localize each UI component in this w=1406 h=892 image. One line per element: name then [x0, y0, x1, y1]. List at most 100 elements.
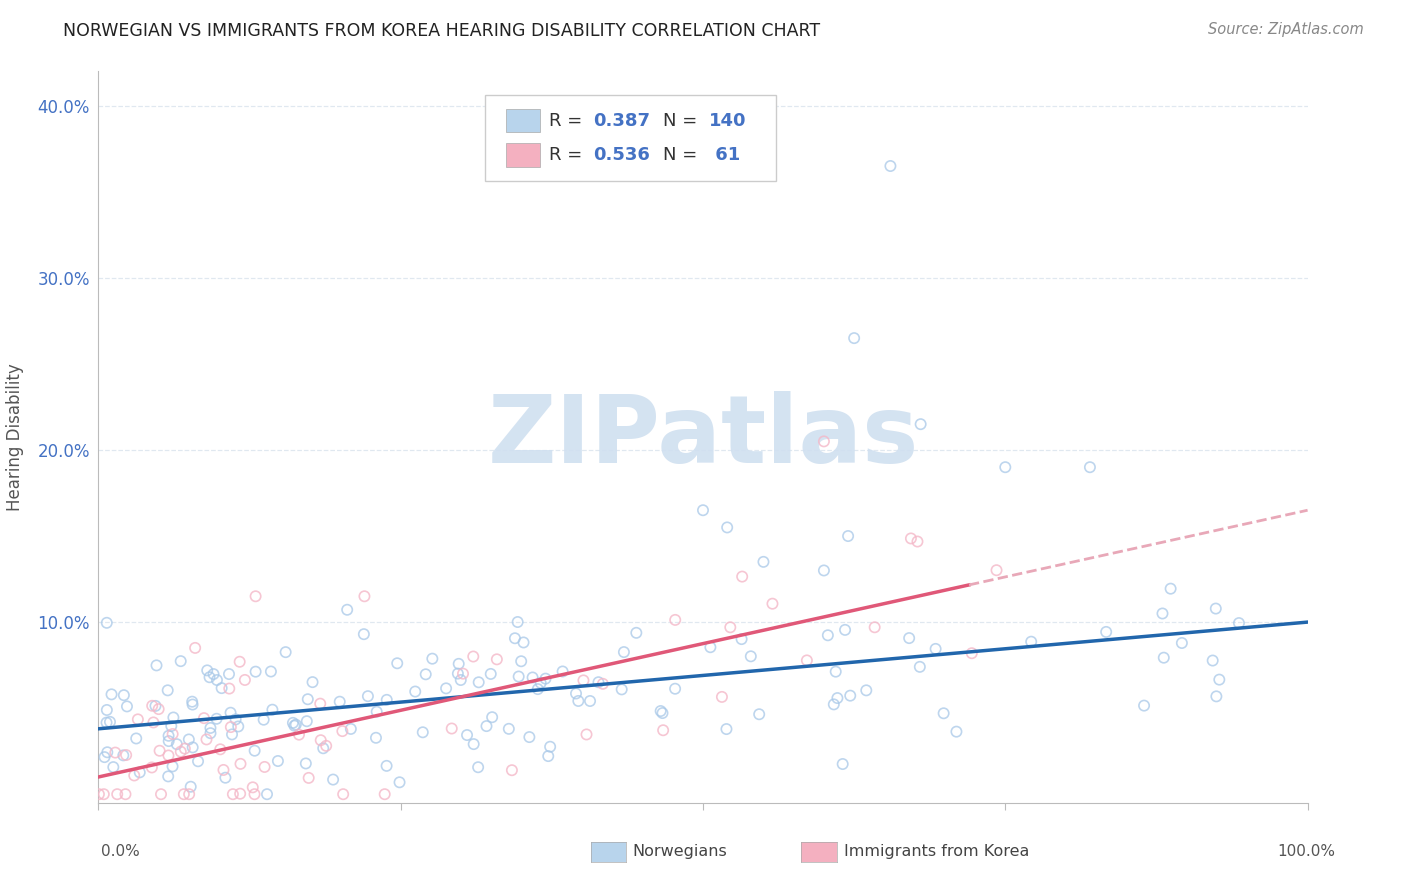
Point	[295, 756, 318, 771]
Point	[125, 731, 148, 746]
Point	[170, 745, 193, 759]
Bar	[506, 109, 540, 132]
Point	[388, 775, 411, 789]
Point	[214, 771, 236, 785]
Point	[986, 563, 1008, 577]
Point	[730, 632, 752, 646]
Point	[824, 665, 846, 679]
Point	[447, 666, 470, 681]
Point	[1202, 654, 1225, 668]
Point	[105, 787, 128, 801]
Point	[387, 657, 409, 671]
Point	[336, 603, 359, 617]
Point	[127, 712, 149, 726]
Point	[93, 787, 115, 801]
Text: 100.0%: 100.0%	[1278, 845, 1336, 859]
Point	[1171, 636, 1194, 650]
Point	[924, 641, 946, 656]
Point	[456, 728, 478, 742]
Point	[467, 760, 489, 774]
Point	[177, 732, 200, 747]
Point	[157, 748, 180, 763]
Point	[283, 719, 305, 733]
Bar	[506, 144, 540, 167]
Point	[364, 731, 387, 745]
Point	[229, 787, 252, 801]
Point	[1153, 650, 1175, 665]
Point	[200, 721, 222, 735]
Point	[205, 712, 228, 726]
Point	[522, 671, 544, 685]
Point	[1227, 616, 1250, 631]
Point	[162, 727, 184, 741]
Point	[256, 787, 278, 801]
Point	[100, 687, 122, 701]
Point	[1160, 582, 1182, 596]
Point	[245, 665, 267, 679]
Point	[501, 763, 523, 777]
Point	[932, 706, 955, 721]
Point	[375, 693, 398, 707]
Point	[353, 589, 375, 603]
Point	[837, 529, 859, 543]
Point	[412, 725, 434, 739]
Point	[710, 690, 733, 704]
Point	[312, 741, 335, 756]
Point	[212, 763, 235, 777]
Point	[267, 754, 290, 768]
Point	[157, 769, 180, 783]
Point	[160, 719, 183, 733]
Point	[315, 739, 337, 753]
Point	[565, 686, 588, 700]
Point	[664, 613, 686, 627]
Point	[209, 742, 232, 756]
Point	[945, 724, 967, 739]
Point	[855, 683, 877, 698]
Point	[170, 654, 193, 668]
Point	[420, 651, 443, 665]
Point	[467, 675, 489, 690]
Point	[1205, 601, 1227, 615]
Text: 0.0%: 0.0%	[101, 845, 141, 859]
Point	[831, 757, 853, 772]
Point	[245, 589, 267, 603]
Point	[195, 732, 218, 747]
Point	[1019, 634, 1042, 648]
Point	[180, 780, 202, 794]
Point	[353, 627, 375, 641]
Point	[718, 620, 741, 634]
Point	[834, 623, 856, 637]
Point	[181, 740, 204, 755]
Point	[181, 695, 204, 709]
Point	[157, 729, 180, 743]
Point	[149, 744, 172, 758]
Point	[538, 739, 561, 754]
Point	[575, 727, 598, 741]
Point	[375, 759, 398, 773]
Point	[357, 689, 380, 703]
Point	[823, 698, 845, 712]
Point	[592, 677, 614, 691]
Point	[479, 667, 502, 681]
Point	[202, 667, 225, 681]
Point	[103, 760, 125, 774]
Text: Source: ZipAtlas.com: Source: ZipAtlas.com	[1208, 22, 1364, 37]
Point	[219, 706, 242, 720]
Point	[813, 434, 835, 449]
Point	[96, 715, 118, 730]
Point	[253, 713, 276, 727]
Point	[96, 703, 118, 717]
Point	[225, 712, 247, 726]
Point	[761, 597, 783, 611]
FancyBboxPatch shape	[485, 95, 776, 181]
Point	[512, 635, 534, 649]
Point	[910, 417, 932, 432]
Point	[610, 682, 633, 697]
Point	[340, 722, 363, 736]
Point	[748, 707, 770, 722]
Point	[960, 646, 983, 660]
Point	[187, 754, 209, 768]
Point	[415, 667, 437, 681]
Point	[112, 688, 135, 702]
Point	[537, 749, 560, 764]
